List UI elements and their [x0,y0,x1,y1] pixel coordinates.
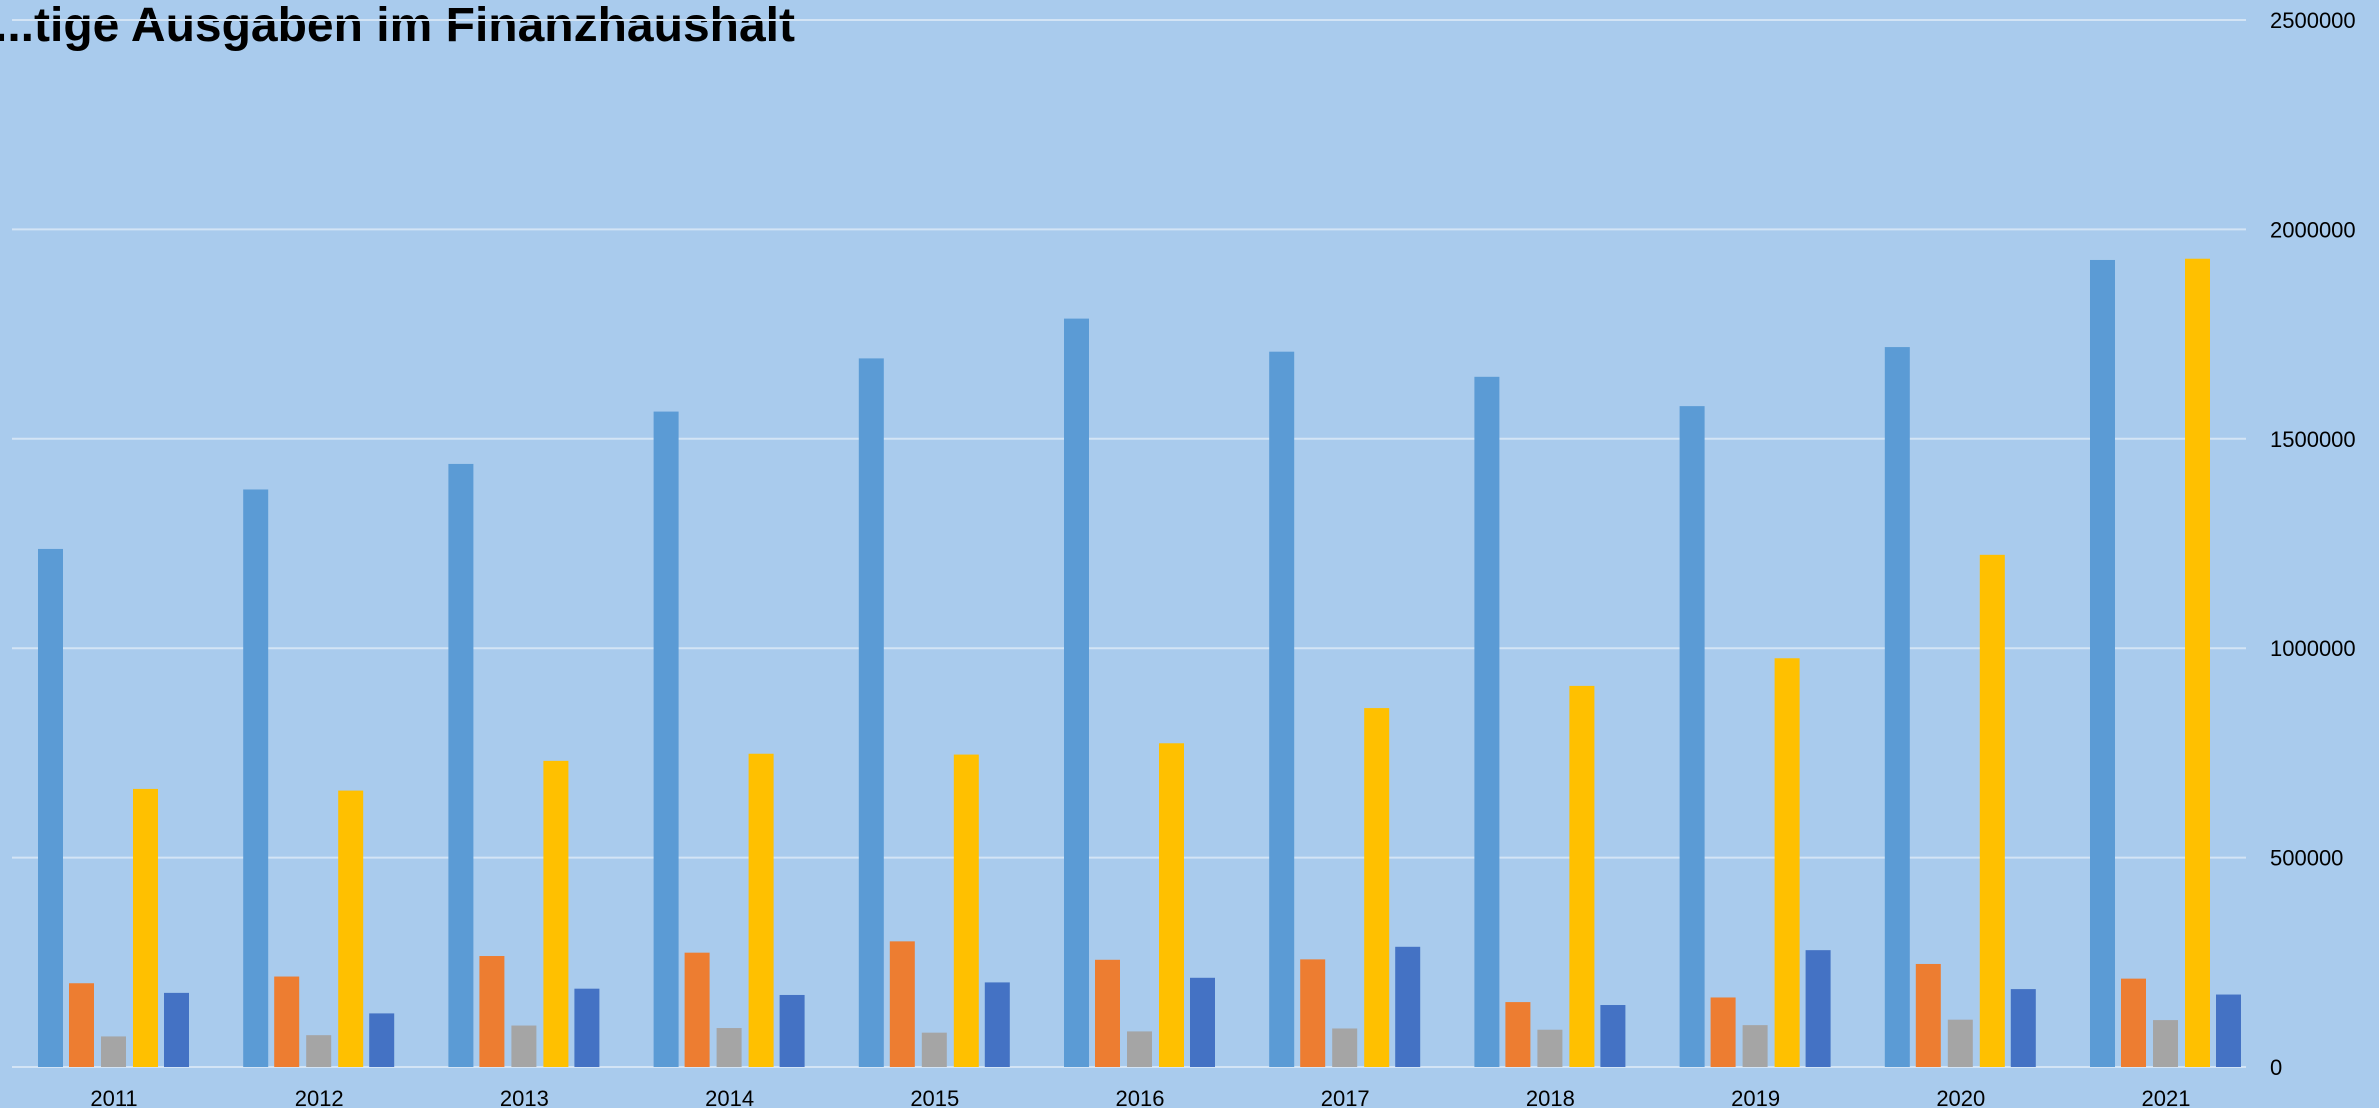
x-tick-label: 2016 [1116,1086,1165,1108]
bar-2014-series-1 [653,411,679,1067]
bar-2016-series-2 [1095,959,1120,1067]
bar-2015-series-4 [953,754,979,1067]
bar-2016-series-5 [1190,977,1215,1067]
x-tick-label: 2012 [295,1086,344,1108]
bar-2021-series-5 [2216,994,2241,1067]
y-tick-label: 2000000 [2270,217,2356,242]
bar-2013-series-3 [511,1025,537,1067]
x-tick-label: 2015 [910,1086,959,1108]
bar-2019-series-2 [1710,997,1736,1067]
bar-2017-series-5 [1395,946,1421,1067]
x-tick-label: 2011 [90,1086,137,1108]
bar-2013-series-5 [574,988,600,1067]
bar-2017-series-1 [1269,351,1295,1068]
y-tick-label: 500000 [2270,846,2343,871]
x-tick-label: 2021 [2142,1086,2191,1108]
bar-2012-series-2 [274,976,300,1067]
bar-2019-series-4 [1774,658,1800,1067]
bar-2013-series-4 [543,760,569,1067]
chart-title: ...tige Ausgaben im Finanzhaushalt [0,0,795,52]
bar-2012-series-3 [306,1035,332,1067]
bar-2019-series-5 [1805,950,1831,1067]
bar-2011-series-4 [133,788,158,1067]
bar-2016-series-1 [1064,318,1089,1068]
bar-2018-series-2 [1505,1002,1531,1067]
bar-2011-series-3 [101,1036,126,1067]
x-tick-label: 2018 [1526,1086,1575,1108]
bar-2020-series-1 [1884,347,1910,1068]
bar-2019-series-1 [1679,406,1705,1067]
bar-2020-series-5 [2010,989,2036,1067]
bar-2020-series-3 [1947,1019,1973,1067]
bar-2018-series-3 [1537,1029,1563,1067]
bar-2011-series-5 [164,992,189,1067]
bar-2015-series-2 [889,941,915,1067]
y-tick-label: 1000000 [2270,636,2356,661]
bar-2013-series-1 [448,463,474,1068]
bar-2015-series-3 [921,1032,947,1067]
bar-2017-series-2 [1300,959,1326,1067]
bar-2020-series-4 [1979,554,2005,1067]
x-tick-label: 2020 [1936,1086,1985,1108]
x-tick-label: 2013 [500,1086,549,1108]
y-tick-label: 0 [2270,1055,2282,1080]
bar-2015-series-5 [984,982,1010,1067]
bar-2013-series-2 [479,956,505,1067]
bar-2014-series-5 [779,994,805,1067]
bar-2019-series-3 [1742,1025,1768,1067]
bar-2021-series-4 [2185,258,2210,1067]
bar-2014-series-3 [716,1028,742,1067]
bar-2015-series-1 [858,358,884,1068]
bar-2017-series-3 [1332,1028,1358,1067]
bar-2021-series-1 [2090,259,2115,1067]
bar-2016-series-3 [1127,1031,1152,1067]
bar-2011-series-1 [38,548,63,1067]
bar-2014-series-2 [684,952,710,1067]
bar-2014-series-4 [748,753,774,1067]
bar-2018-series-1 [1474,376,1500,1067]
bar-2016-series-4 [1159,743,1184,1067]
bar-2021-series-3 [2153,1020,2178,1067]
y-tick-label: 1500000 [2270,427,2356,452]
bar-2018-series-5 [1600,1005,1626,1067]
x-tick-label: 2019 [1731,1086,1780,1108]
bar-2018-series-4 [1569,685,1595,1067]
bar-2017-series-4 [1364,708,1390,1067]
bar-2021-series-2 [2121,978,2146,1067]
bar-2012-series-5 [369,1013,395,1067]
y-tick-label: 2500000 [2270,8,2356,33]
bar-2011-series-2 [69,983,94,1067]
bar-2012-series-1 [243,489,269,1067]
x-tick-label: 2017 [1321,1086,1370,1108]
x-tick-label: 2014 [705,1086,754,1108]
bar-2012-series-4 [338,790,364,1067]
bar-2020-series-2 [1915,963,1941,1067]
